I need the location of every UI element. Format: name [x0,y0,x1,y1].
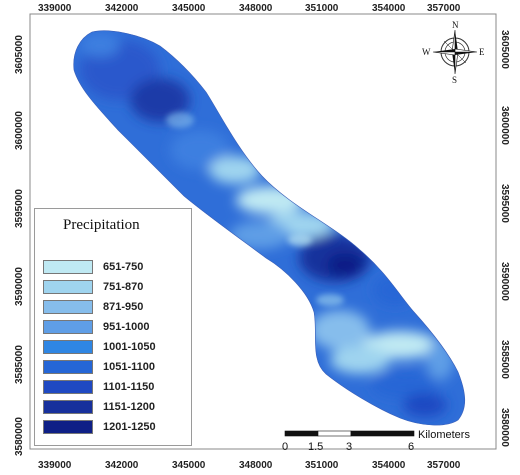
legend-item: 1051-1100 [43,359,193,375]
legend-label: 1151-1200 [103,401,155,413]
legend-swatch [43,260,93,274]
y-tick-left: 3600000 [14,111,25,150]
region-outline [73,30,466,426]
x-tick-top: 357000 [427,3,461,14]
x-tick-top: 342000 [105,3,139,14]
x-tick-bottom: 357000 [427,460,461,471]
legend-label: 1201-1250 [103,421,156,433]
legend-label: 651-750 [103,261,144,273]
y-tick-right: 3580000 [499,408,510,447]
compass-west-label: W [422,47,431,57]
scale-unit-label: Kilometers [418,429,470,441]
y-tick-left: 3580000 [14,417,25,456]
legend-label: 951-1000 [103,321,150,333]
compass-south-label: S [452,75,457,85]
y-tick-right: 3595000 [499,184,510,223]
scale-tick-label: 0 [282,441,288,453]
x-tick-top: 354000 [372,3,406,14]
x-tick-bottom: 351000 [305,460,339,471]
precipitation-legend: Precipitation 651-750 751-870 871-950 95… [34,208,192,446]
x-tick-bottom: 339000 [38,460,72,471]
legend-item: 951-1000 [43,319,193,335]
legend-label: 1051-1100 [103,361,155,373]
legend-label: 1101-1150 [103,381,155,393]
legend-item: 1101-1150 [43,379,193,395]
y-axis-left: 3605000 3600000 3595000 3590000 3585000 … [14,35,25,456]
x-tick-bottom: 354000 [372,460,406,471]
legend-swatch [43,400,93,414]
legend-swatch [43,360,93,374]
legend-item: 1001-1050 [43,339,193,355]
x-tick-bottom: 342000 [105,460,139,471]
y-tick-right: 3605000 [499,30,510,69]
y-tick-left: 3585000 [14,345,25,384]
x-tick-top: 351000 [305,3,339,14]
legend-swatch [43,420,93,434]
y-tick-right: 3600000 [499,106,510,145]
y-tick-right: 3590000 [499,262,510,301]
y-tick-right: 3585000 [499,340,510,379]
compass-north-label: N [452,20,459,30]
legend-swatch [43,300,93,314]
x-tick-bottom: 345000 [172,460,206,471]
legend-label: 871-950 [103,301,144,313]
y-axis-right: 3605000 3600000 3595000 3590000 3585000 … [499,30,510,447]
legend-swatch [43,340,93,354]
compass-east-label: E [479,47,485,57]
legend-item: 751-870 [43,279,193,295]
legend-swatch [43,320,93,334]
map-frame [29,13,497,450]
x-tick-top: 348000 [239,3,273,14]
legend-swatch [43,280,93,294]
scale-tick-label: 3 [346,441,352,453]
scale-bar: 0 1.5 3 6 Kilometers [282,429,470,453]
legend-swatch [43,380,93,394]
scale-tick-label: 6 [408,441,414,453]
x-tick-top: 345000 [172,3,206,14]
compass-rose-icon: N S E W [422,20,485,85]
x-tick-bottom: 348000 [239,460,273,471]
y-tick-left: 3590000 [14,267,25,306]
y-tick-left: 3595000 [14,189,25,228]
legend-item: 1151-1200 [43,399,193,415]
legend-item: 871-950 [43,299,193,315]
x-axis-bottom: 339000 342000 345000 348000 351000 35400… [38,460,461,471]
scale-tick-label: 1.5 [308,441,323,453]
x-axis-top: 339000 342000 345000 348000 351000 35400… [38,3,461,14]
y-tick-left: 3605000 [14,35,25,74]
legend-title: Precipitation [63,217,140,233]
legend-label: 1001-1050 [103,341,156,353]
legend-label: 751-870 [103,281,144,293]
legend-item: 1201-1250 [43,419,193,435]
x-tick-top: 339000 [38,3,72,14]
legend-item: 651-750 [43,259,193,275]
